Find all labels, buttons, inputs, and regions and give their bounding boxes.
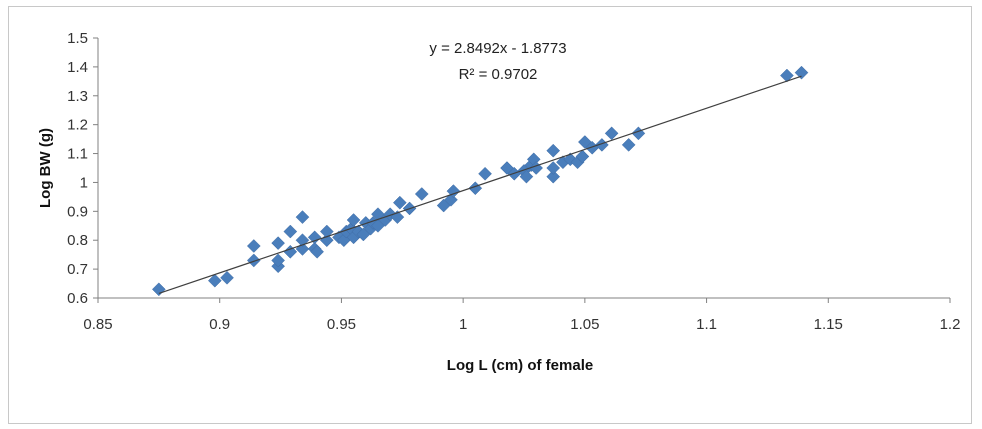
data-point — [519, 169, 534, 184]
data-point — [246, 239, 261, 253]
data-point — [414, 187, 429, 201]
data-point — [604, 126, 619, 141]
data-point — [307, 230, 322, 245]
y-tick-label: 1.5 — [67, 30, 88, 47]
data-point — [220, 270, 234, 285]
data-point — [621, 138, 636, 152]
y-tick-label: 1 — [80, 174, 88, 191]
data-point — [310, 244, 324, 259]
data-point — [295, 210, 310, 224]
x-tick-label: 1.15 — [814, 316, 843, 333]
data-point — [575, 149, 590, 164]
x-tick-label: 0.9 — [209, 316, 230, 333]
data-point — [271, 253, 285, 268]
x-tick-label: 1.05 — [570, 316, 599, 333]
data-point — [546, 161, 561, 175]
y-tick-label: 1.2 — [67, 117, 88, 134]
x-tick-label: 1 — [459, 316, 467, 333]
data-point — [319, 224, 334, 239]
data-point — [246, 253, 261, 268]
y-tick-label: 0.8 — [67, 232, 88, 249]
y-tick-label: 0.9 — [67, 203, 88, 220]
data-point — [152, 282, 166, 297]
data-point — [546, 143, 561, 158]
y-axis-ticks: 0.6 0.7 0.8 0.9 1 1.1 1.2 1.3 1.4 1.5 — [67, 30, 98, 307]
trendline — [158, 75, 802, 295]
x-tick-label: 1.1 — [696, 316, 717, 333]
plot-area: 0.85 0.9 0.95 1 1.05 1.1 1.15 1.2 0.6 0.7 0.8 0.9 1… — [67, 30, 960, 333]
data-point — [478, 166, 492, 181]
y-tick-label: 1.3 — [67, 88, 88, 105]
chart-frame — [8, 6, 972, 424]
trendline-equation: y = 2.8492x - 1.8773 — [429, 40, 566, 57]
data-point — [794, 65, 809, 80]
data-points — [152, 65, 809, 297]
data-point — [207, 273, 222, 288]
y-tick-label: 1.1 — [67, 146, 88, 163]
y-axis-title: Log BW (g) — [37, 128, 54, 208]
data-point — [392, 195, 407, 210]
data-point — [780, 68, 794, 83]
y-tick-label: 0.6 — [67, 290, 88, 307]
r-squared-label: R² = 0.9702 — [459, 66, 538, 83]
y-tick-label: 1.4 — [67, 59, 88, 76]
data-point — [271, 236, 285, 250]
data-point — [283, 224, 298, 239]
y-tick-label: 0.7 — [67, 261, 88, 278]
data-point — [546, 169, 561, 184]
data-point — [283, 244, 298, 259]
x-tick-label: 0.85 — [83, 316, 112, 333]
data-point — [346, 213, 361, 227]
x-axis-title: Log L (cm) of female — [447, 357, 593, 374]
x-axis-ticks: 0.85 0.9 0.95 1 1.05 1.1 1.15 1.2 — [83, 298, 960, 333]
x-tick-label: 1.2 — [940, 316, 961, 333]
data-point — [390, 210, 405, 224]
x-tick-label: 0.95 — [327, 316, 356, 333]
